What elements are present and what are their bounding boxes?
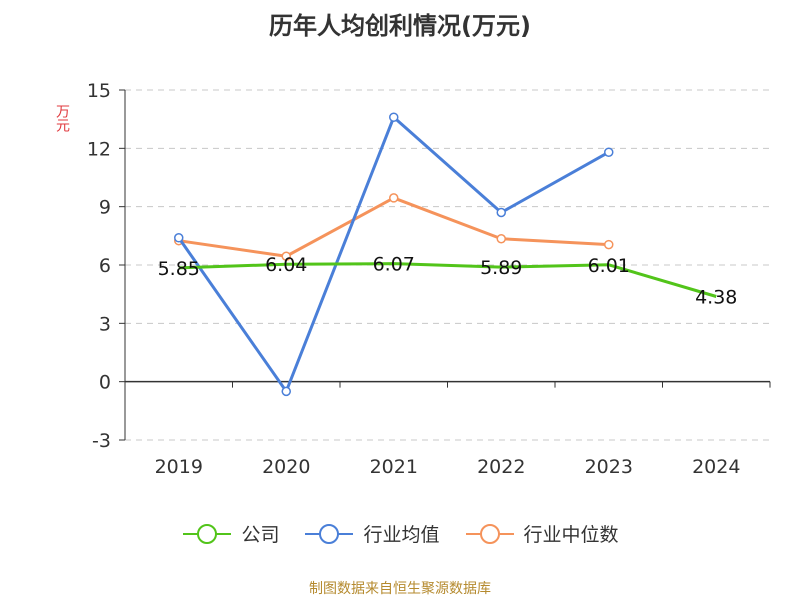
x-tick-label: 2022 [477,456,525,478]
data-label: 6.01 [588,255,630,277]
data-point-1 [174,233,184,243]
legend-label-industry-median: 行业中位数 [523,524,619,546]
data-point-2 [389,193,399,203]
x-tick-label: 2019 [155,456,203,478]
x-tick-label: 2021 [370,456,418,478]
data-point-2 [496,234,506,244]
x-tick-label: 2020 [262,456,310,478]
y-tick-label: 15 [87,80,111,102]
data-label: 5.89 [480,257,522,279]
legend: 公司 行业均值 行业中位数 [0,520,800,547]
legend-marker-company [183,523,232,544]
data-label: 4.38 [695,287,737,309]
data-labels: 5.85 6.04 6.07 5.89 6.01 4.38 [158,254,738,309]
legend-marker-industry-mean [305,523,354,544]
x-tick-label: 2024 [692,456,740,478]
data-point-1 [389,112,399,122]
series-lines [174,112,717,397]
data-label: 6.07 [373,254,415,276]
data-point-2 [604,239,614,250]
data-point-1 [604,147,614,157]
y-tick-label: 9 [99,197,111,219]
y-tick-label: -3 [92,430,111,452]
data-label: 6.04 [265,254,307,276]
chart-title: 历年人均创利情况(万元) [269,12,531,40]
data-point-1 [496,207,506,218]
x-tick-label: 2023 [585,456,633,478]
legend-label-industry-mean: 行业均值 [363,524,440,546]
series-line-0 [178,262,717,298]
y-axis-label: 万元 [54,104,70,132]
y-tick-label: 3 [99,313,111,335]
legend-label-company: 公司 [241,524,280,546]
y-tick-label: 12 [87,138,111,160]
data-point-2 [281,251,291,261]
legend-item-industry-median[interactable]: 行业中位数 [464,520,619,547]
legend-item-company[interactable]: 公司 [181,520,279,547]
legend-marker-industry-median [465,523,514,544]
data-point-1 [281,386,291,397]
data-label: 5.85 [158,258,200,280]
y-tick-label: 6 [99,255,111,277]
source-note: 制图数据来自恒生聚源数据库 [309,581,491,597]
y-tick-label: 0 [99,372,111,394]
axes: 15 12 9 6 3 0 -3 2019 2020 2021 2022 2023 2024 [87,80,771,478]
legend-item-industry-mean[interactable]: 行业均值 [303,520,440,547]
